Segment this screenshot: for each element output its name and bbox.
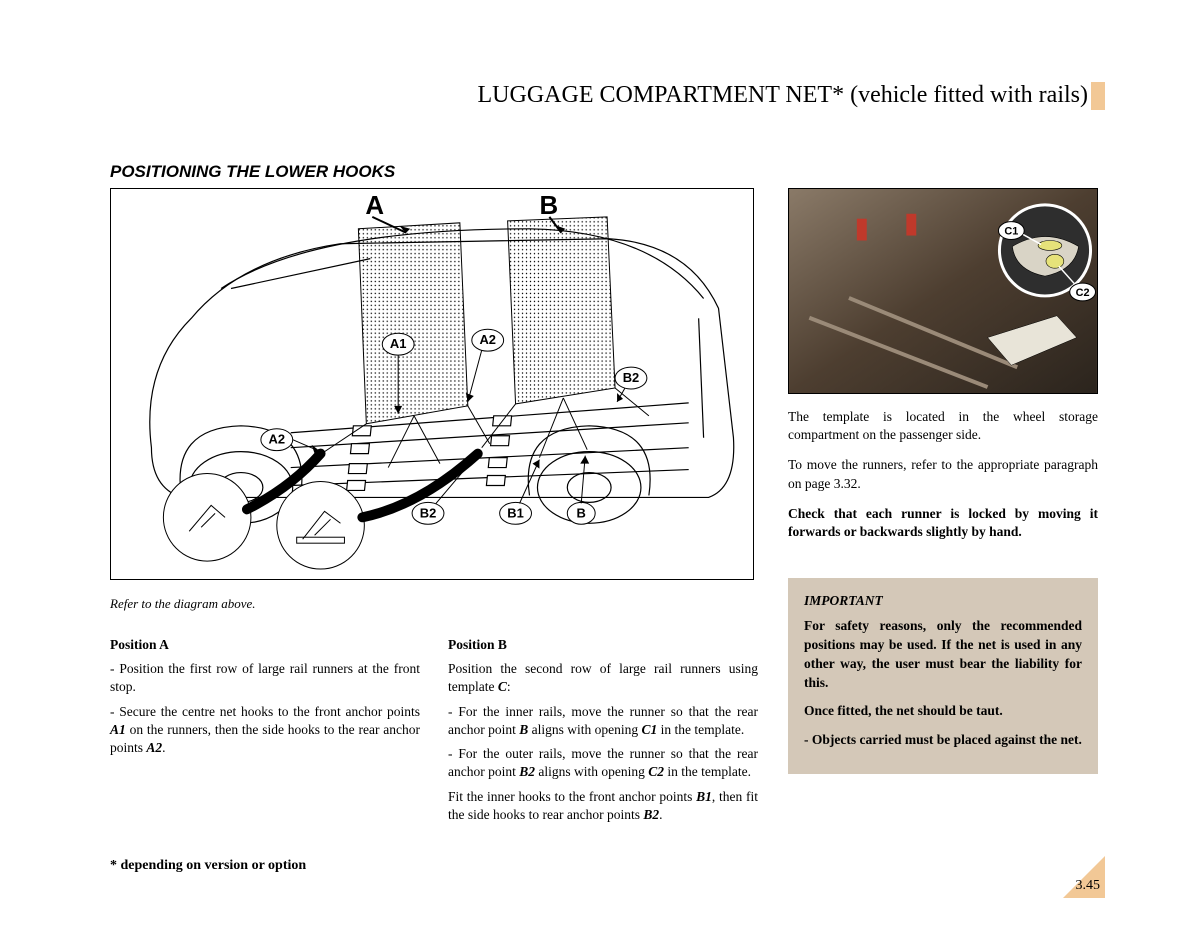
important-heading: IMPORTANT [804, 592, 1082, 611]
position-a-column: Position A - Position the first row of l… [110, 636, 420, 763]
svg-text:A1: A1 [390, 336, 407, 351]
svg-text:C1: C1 [1004, 226, 1018, 238]
position-a-p2: - Secure the centre net hooks to the fro… [110, 703, 420, 758]
right-column-text: The template is located in the wheel sto… [788, 408, 1098, 553]
template-photo: C1 C2 [788, 188, 1098, 394]
label-B: B [539, 192, 558, 220]
svg-text:B: B [577, 505, 586, 520]
section-heading: POSITIONING THE LOWER HOOKS [110, 162, 395, 182]
important-p3: - Objects carried must be placed against… [804, 731, 1082, 750]
svg-text:A2: A2 [479, 332, 496, 347]
label-A: A [365, 192, 384, 220]
right-p3: Check that each runner is locked by movi… [788, 505, 1098, 541]
important-p1: For safety reasons, only the recommended… [804, 617, 1082, 693]
page-number: 3.45 [1076, 878, 1101, 894]
svg-text:C2: C2 [1076, 287, 1090, 299]
position-b-p1: Position the second row of large rail ru… [448, 660, 758, 696]
position-a-heading: Position A [110, 636, 420, 654]
svg-text:B2: B2 [420, 505, 437, 520]
title-accent-block [1091, 82, 1105, 110]
position-b-heading: Position B [448, 636, 758, 654]
diagram-caption: Refer to the diagram above. [110, 596, 256, 612]
svg-text:B2: B2 [623, 370, 640, 385]
position-b-p3: - For the outer rails, move the runner s… [448, 745, 758, 781]
svg-text:B1: B1 [507, 505, 524, 520]
important-p2: Once fitted, the net should be taut. [804, 702, 1082, 721]
page-title: LUGGAGE COMPARTMENT NET* (vehicle fitted… [478, 82, 1089, 109]
main-diagram: A B A1 A2 A2 B2 [110, 188, 754, 580]
position-b-p4: Fit the inner hooks to the front anchor … [448, 788, 758, 824]
position-a-p1: - Position the first row of large rail r… [110, 660, 420, 696]
important-box: IMPORTANT For safety reasons, only the r… [788, 578, 1098, 774]
right-p2: To move the runners, refer to the approp… [788, 456, 1098, 492]
footnote: * depending on version or option [110, 858, 306, 874]
position-b-p2: - For the inner rails, move the runner s… [448, 703, 758, 739]
position-b-column: Position B Position the second row of la… [448, 636, 758, 830]
svg-text:A2: A2 [269, 432, 286, 447]
right-p1: The template is located in the wheel sto… [788, 408, 1098, 444]
